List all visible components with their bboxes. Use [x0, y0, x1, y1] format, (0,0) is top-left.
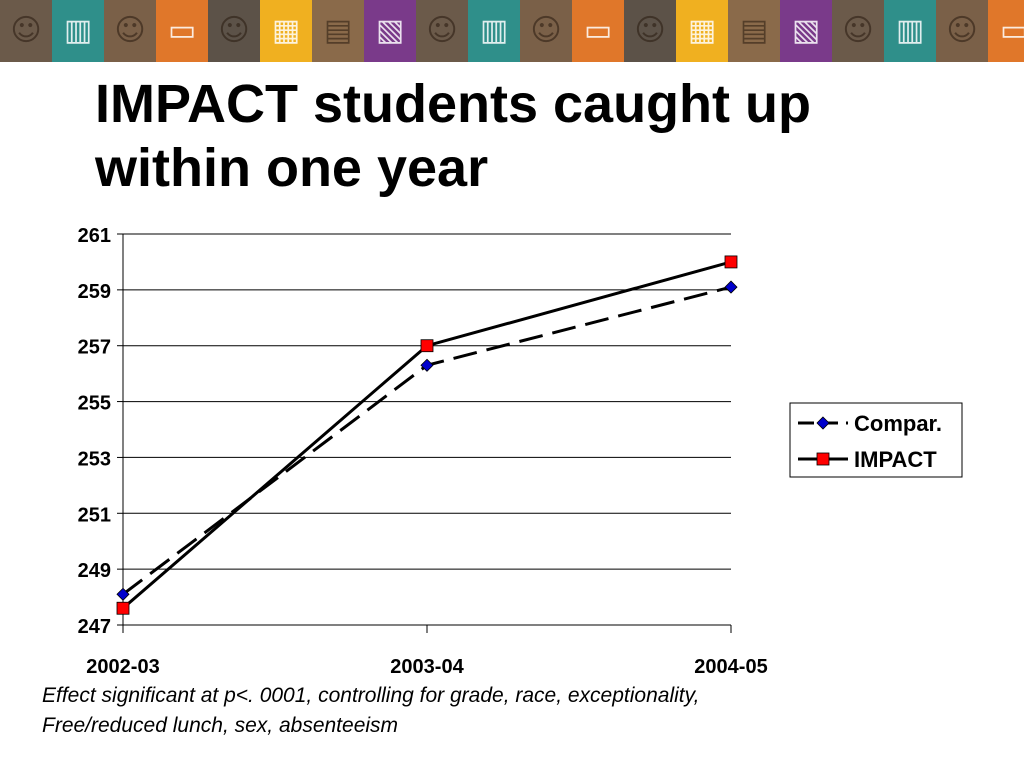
y-tick-label: 249	[78, 560, 111, 582]
student-reading-photo-icon: ☺	[104, 0, 156, 62]
library-shelves-photo-icon: ▤	[312, 0, 364, 62]
student-photo-icon: ☺	[832, 0, 884, 62]
banner-tile-glyph: ▭	[583, 13, 613, 48]
banner-tile-glyph: ▭	[167, 13, 197, 48]
books-icon: ▥	[468, 0, 520, 62]
student-computer-photo-icon: ☺	[208, 0, 260, 62]
footnote-line-2: Free/reduced lunch, sex, absenteeism	[42, 714, 399, 737]
library-icon: ▦	[676, 0, 728, 62]
y-tick-label: 253	[78, 448, 111, 470]
data-point-compar	[116, 587, 130, 601]
banner-tile-glyph: ☺	[10, 13, 42, 48]
banner-tile-glyph: ☺	[946, 13, 978, 48]
y-tick-label: 259	[78, 281, 111, 303]
footnote: Effect significant at p<. 0001, controll…	[42, 681, 1002, 741]
banner-tile-glyph: ▧	[791, 13, 821, 48]
legend-label: Compar.	[854, 411, 942, 436]
title-line-2: within one year	[95, 138, 489, 198]
student-reading-photo-icon: ☺	[520, 0, 572, 62]
student-photo-icon: ☺	[416, 0, 468, 62]
banner-tile-glyph: ▥	[63, 13, 93, 48]
data-point-impact	[116, 601, 130, 615]
x-tick-label: 2004-05	[694, 656, 767, 678]
banner-tile-glyph: ▧	[375, 13, 405, 48]
banner-tile-glyph: ▥	[479, 13, 509, 48]
y-tick-label: 255	[78, 393, 111, 415]
slide-title: IMPACT students caught up within one yea…	[95, 72, 955, 200]
banner-tile-glyph: ☺	[842, 13, 874, 48]
data-point-impact	[724, 255, 738, 269]
books-icon: ▥	[52, 0, 104, 62]
student-computer-photo-icon: ☺	[624, 0, 676, 62]
banner-tile-glyph: ☺	[634, 13, 666, 48]
banner-tile-glyph: ☺	[426, 13, 458, 48]
banner-tile-glyph: ▭	[999, 13, 1024, 48]
data-point-compar	[724, 280, 738, 294]
banner-tile-glyph: ☺	[218, 13, 250, 48]
banner-tile-glyph: ▥	[895, 13, 925, 48]
student-reading-photo-icon: ☺	[936, 0, 988, 62]
x-tick-label: 2003-04	[390, 656, 464, 678]
data-point-impact	[420, 339, 434, 353]
banner-tile-glyph: ☺	[114, 13, 146, 48]
banner-tile-glyph: ▦	[271, 13, 301, 48]
data-point-compar	[420, 358, 434, 372]
library-icon: ▦	[260, 0, 312, 62]
y-tick-label: 247	[78, 616, 111, 638]
legend-label: IMPACT	[854, 447, 937, 472]
banner-tile-glyph: ▦	[687, 13, 717, 48]
legend-marker	[816, 452, 830, 466]
textbooks-icon: ▧	[780, 0, 832, 62]
library-shelves-photo-icon: ▤	[728, 0, 780, 62]
books-icon: ▥	[884, 0, 936, 62]
laptop-icon: ▭	[988, 0, 1024, 62]
banner-tile-glyph: ▤	[323, 13, 353, 48]
title-line-1: IMPACT students caught up	[95, 74, 811, 134]
laptop-icon: ▭	[156, 0, 208, 62]
y-tick-label: 257	[78, 337, 111, 359]
x-tick-label: 2002-03	[86, 656, 159, 678]
legend-marker	[816, 416, 830, 430]
banner-tile-glyph: ☺	[530, 13, 562, 48]
photo-banner: ☺ ▥ ☺ ▭ ☺ ▦ ▤ ▧ ☺ ▥ ☺ ▭ ☺ ▦ ▤ ▧ ☺ ▥ ☺ ▭	[0, 0, 1024, 62]
series-line-compar	[122, 285, 732, 596]
laptop-icon: ▭	[572, 0, 624, 62]
y-tick-label: 261	[78, 225, 111, 247]
banner-tile-glyph: ▤	[739, 13, 769, 48]
student-photo-icon: ☺	[0, 0, 52, 62]
footnote-line-1: Effect significant at p<. 0001, controll…	[42, 684, 700, 707]
series-line-impact	[122, 260, 732, 610]
y-tick-label: 251	[78, 504, 111, 526]
textbooks-icon: ▧	[364, 0, 416, 62]
